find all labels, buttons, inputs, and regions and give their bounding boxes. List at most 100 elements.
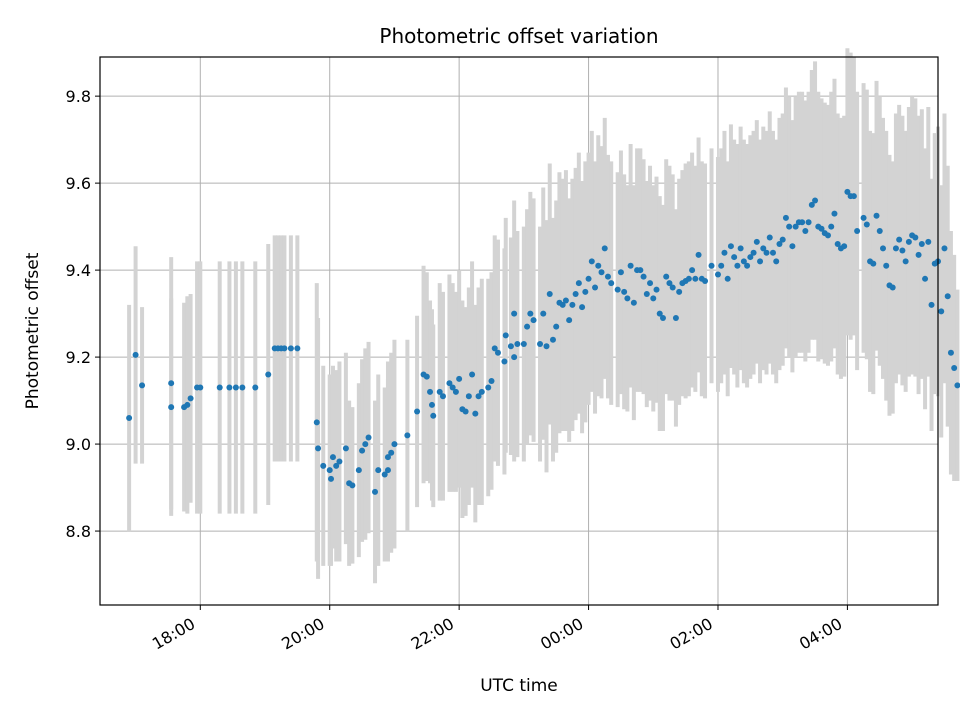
data-point xyxy=(336,458,343,465)
data-point xyxy=(427,388,434,395)
data-point xyxy=(456,375,463,382)
data-point xyxy=(216,384,223,391)
data-point xyxy=(592,284,599,291)
data-point xyxy=(918,241,925,248)
data-point xyxy=(669,284,676,291)
data-point xyxy=(870,260,877,267)
data-point xyxy=(491,345,498,352)
data-point xyxy=(313,419,320,426)
data-point xyxy=(232,384,239,391)
data-point xyxy=(566,317,573,324)
data-points xyxy=(126,188,960,495)
data-point xyxy=(650,295,657,302)
data-point xyxy=(184,401,191,408)
data-point xyxy=(647,280,654,287)
data-point xyxy=(575,280,582,287)
data-point xyxy=(831,210,838,217)
data-point xyxy=(879,245,886,252)
data-point xyxy=(362,441,369,448)
data-point xyxy=(478,388,485,395)
data-point xyxy=(501,358,508,365)
data-point xyxy=(428,401,435,408)
data-point xyxy=(947,349,954,356)
data-point xyxy=(899,247,906,254)
data-point xyxy=(630,299,637,306)
data-point xyxy=(766,234,773,241)
data-point xyxy=(126,414,133,421)
data-point xyxy=(488,378,495,385)
data-point xyxy=(744,262,751,269)
data-point xyxy=(792,223,799,230)
data-point xyxy=(601,245,608,252)
data-point xyxy=(912,234,919,241)
data-point xyxy=(902,258,909,265)
data-point xyxy=(737,245,744,252)
data-point xyxy=(892,245,899,252)
data-point xyxy=(663,273,670,280)
data-point xyxy=(265,371,272,378)
data-point xyxy=(452,388,459,395)
y-tick-label: 9.6 xyxy=(66,174,91,193)
data-point xyxy=(608,280,615,287)
data-point xyxy=(731,254,738,261)
data-point xyxy=(718,262,725,269)
data-point xyxy=(747,254,754,261)
data-point xyxy=(614,286,621,293)
data-point xyxy=(659,314,666,321)
data-point xyxy=(388,449,395,456)
data-point xyxy=(757,258,764,265)
data-point xyxy=(359,447,366,454)
data-point xyxy=(841,243,848,250)
data-point xyxy=(414,408,421,415)
data-point xyxy=(789,243,796,250)
data-point xyxy=(873,212,880,219)
data-point xyxy=(168,380,175,387)
data-point xyxy=(372,488,379,495)
data-point xyxy=(239,384,246,391)
data-point xyxy=(132,351,139,358)
data-point xyxy=(562,297,569,304)
data-point xyxy=(326,467,333,474)
data-point xyxy=(863,221,870,228)
data-point xyxy=(549,336,556,343)
data-point xyxy=(582,288,589,295)
y-axis-label: Photometric offset xyxy=(23,252,43,409)
data-point xyxy=(287,345,294,352)
data-point xyxy=(925,238,932,245)
data-point xyxy=(604,273,611,280)
data-point xyxy=(938,308,945,315)
data-point xyxy=(763,249,770,256)
data-point xyxy=(808,201,815,208)
data-point xyxy=(834,241,841,248)
y-tick-label: 9.2 xyxy=(66,348,91,367)
data-point xyxy=(637,267,644,274)
data-point xyxy=(773,258,780,265)
data-point xyxy=(507,343,514,350)
data-point xyxy=(197,384,204,391)
data-point xyxy=(828,223,835,230)
plot-frame xyxy=(99,56,939,606)
data-point xyxy=(502,332,509,339)
data-point xyxy=(802,227,809,234)
data-point xyxy=(640,273,647,280)
data-point xyxy=(760,245,767,252)
y-tick-label: 8.8 xyxy=(66,522,91,541)
data-point xyxy=(520,341,527,348)
data-point xyxy=(365,434,372,441)
data-point xyxy=(328,475,335,482)
data-point xyxy=(850,193,857,200)
data-point xyxy=(294,345,301,352)
data-point xyxy=(342,445,349,452)
data-point xyxy=(543,343,550,350)
data-point xyxy=(553,323,560,330)
data-point xyxy=(782,214,789,221)
data-point xyxy=(824,232,831,239)
data-point xyxy=(627,262,634,269)
data-point xyxy=(585,275,592,282)
data-point xyxy=(384,467,391,474)
y-tick-label: 9.4 xyxy=(66,261,91,280)
data-point xyxy=(812,197,819,204)
data-point xyxy=(569,301,576,308)
data-point xyxy=(643,291,650,298)
data-point xyxy=(187,395,194,402)
